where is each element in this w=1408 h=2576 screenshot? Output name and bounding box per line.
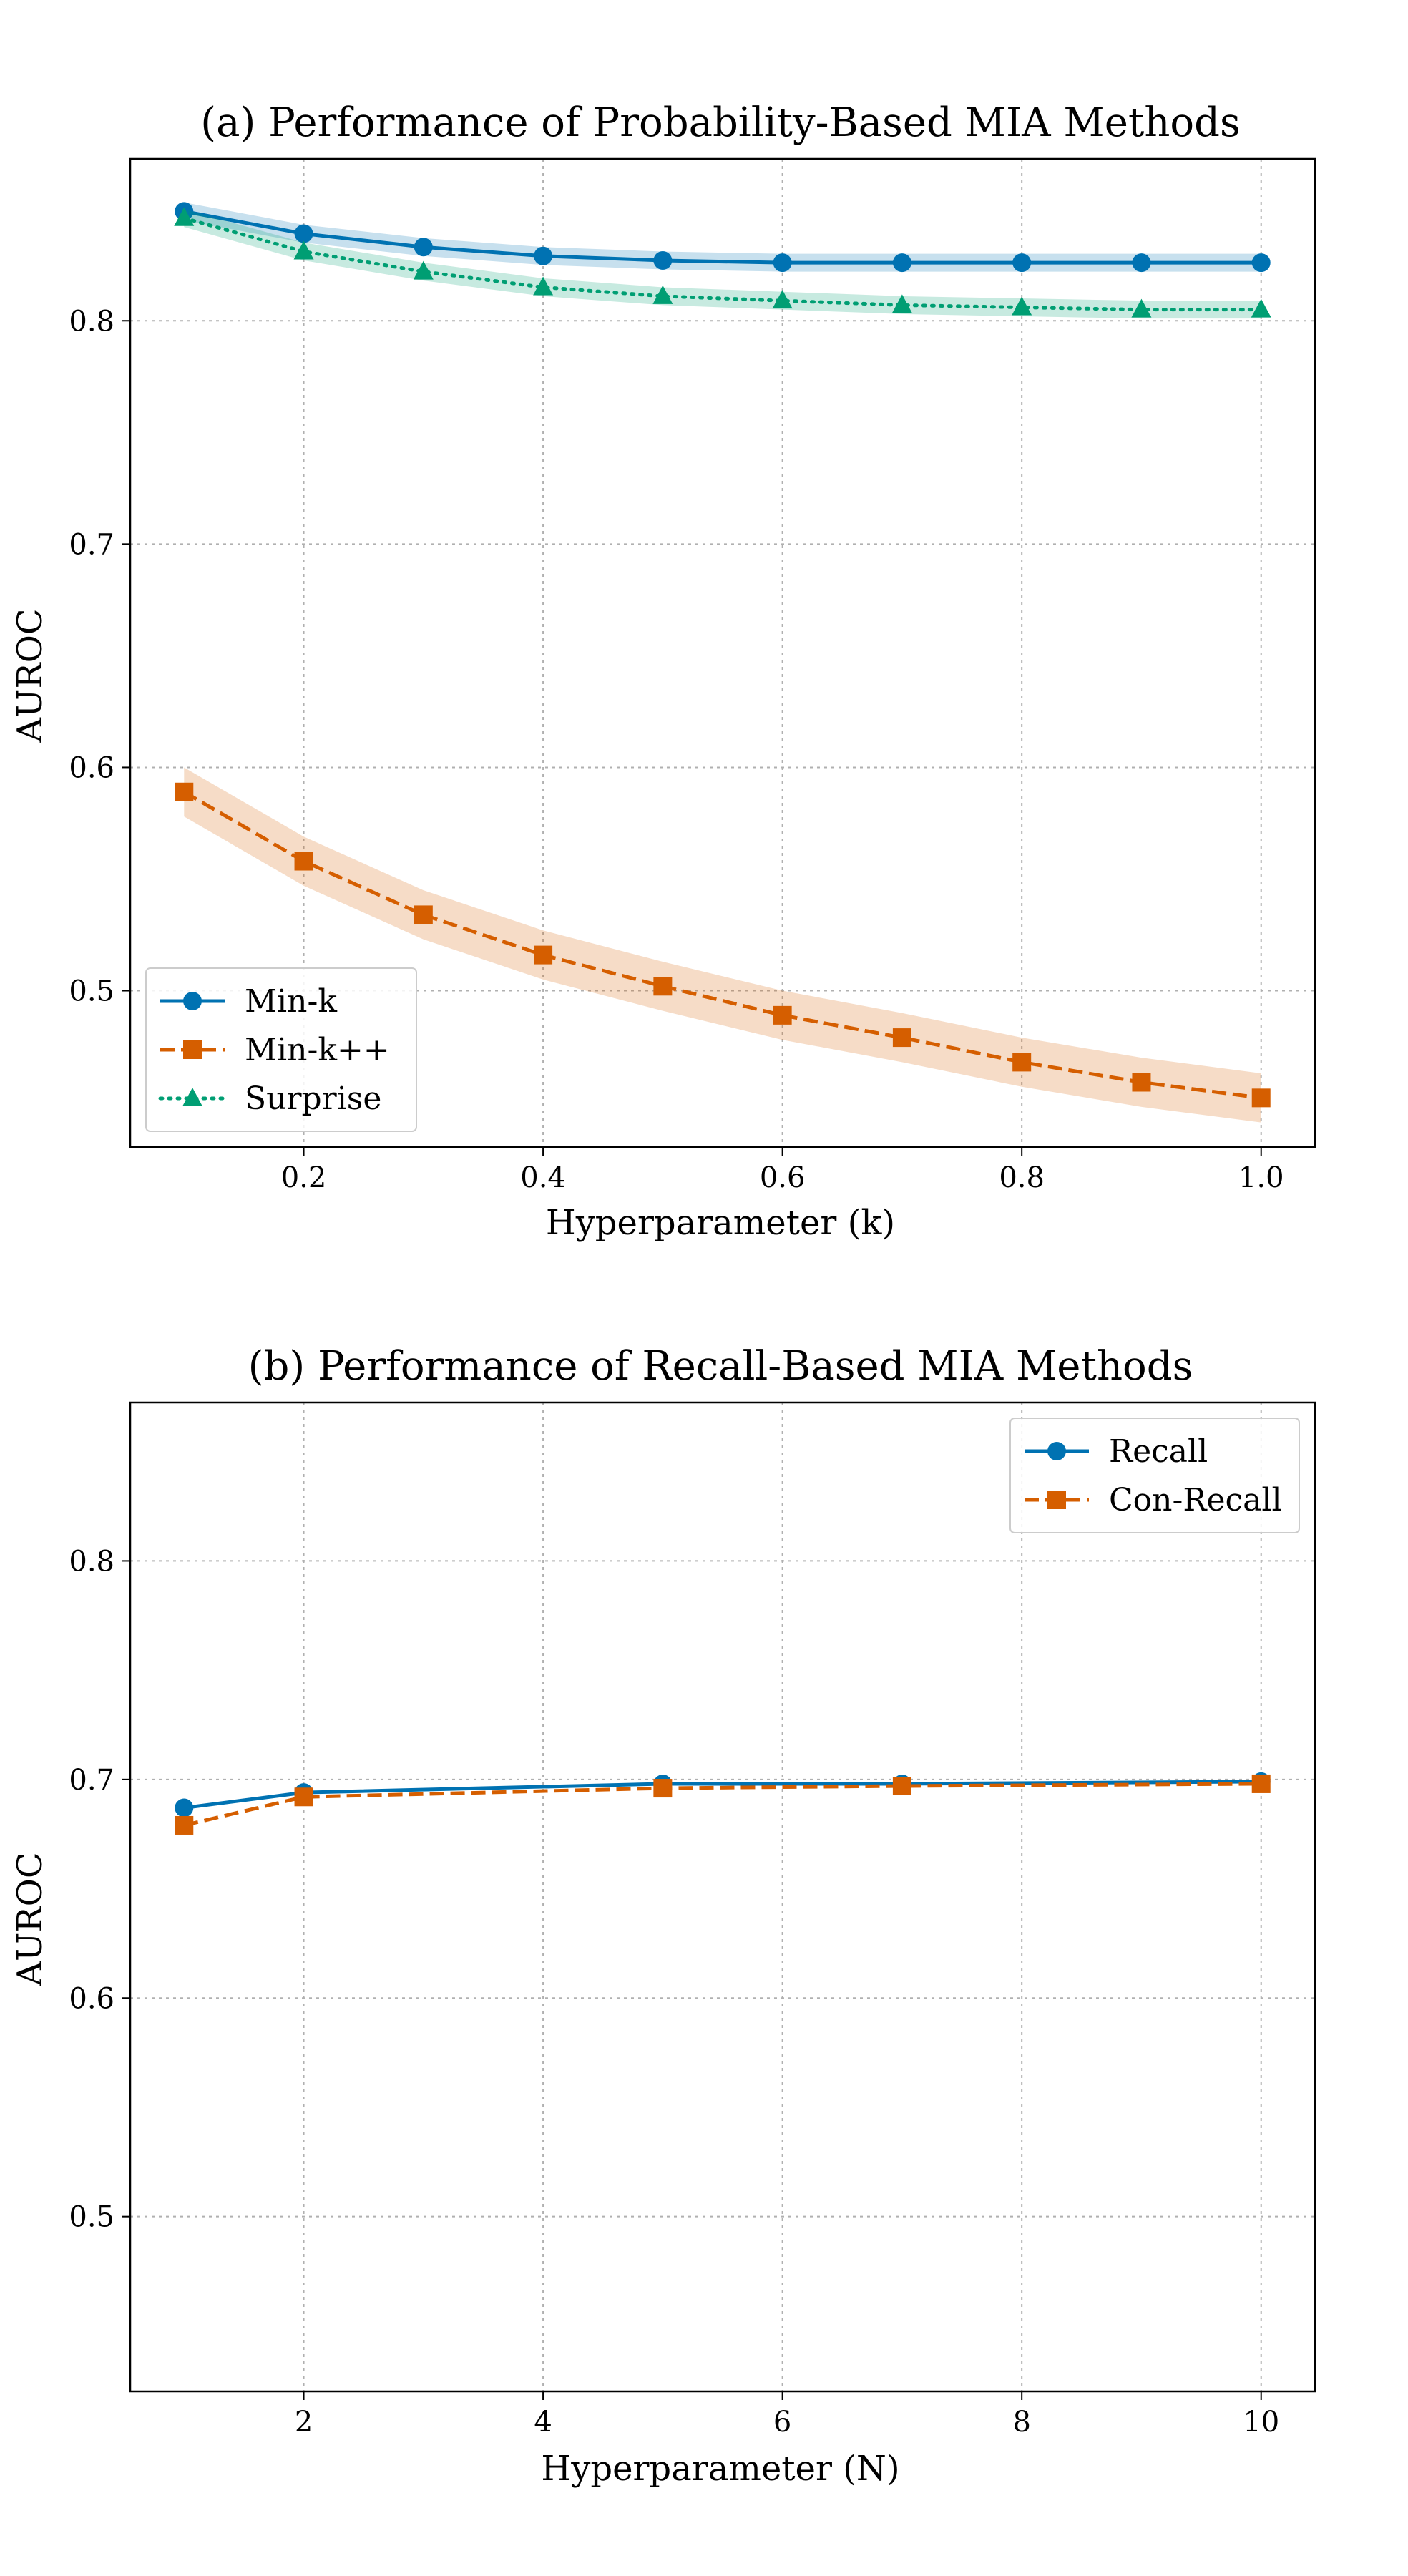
y-tick-label: 0.8: [69, 305, 114, 338]
panel-a-xlabel: Hyperparameter (k): [546, 1203, 895, 1243]
data-point: [293, 240, 314, 260]
legend: Recall Con-Recall: [1009, 1418, 1300, 1533]
data-point: [1251, 1774, 1271, 1793]
data-point: [175, 1815, 194, 1835]
legend-marker: [182, 1088, 202, 1106]
panel-a-title: (a) Performance of Probability-Based MIA…: [200, 99, 1240, 146]
data-point: [892, 1777, 911, 1796]
data-point: [1012, 1053, 1032, 1072]
y-tick-label: 0.6: [69, 751, 114, 784]
data-point: [533, 276, 554, 296]
data-point: [294, 1787, 313, 1807]
x-tick-label: 6: [773, 2406, 791, 2439]
y-tick-label: 0.6: [69, 1982, 114, 2015]
x-tick-label: 0.4: [520, 1161, 566, 1194]
panel-a-ylabel: AUROC: [10, 608, 50, 743]
x-tick-label: 10: [1243, 2406, 1279, 2439]
y-tick-label: 0.5: [69, 975, 114, 1008]
data-point: [174, 207, 195, 226]
legend-item: Min-k++: [160, 1032, 390, 1068]
y-tick-label: 0.7: [69, 528, 114, 561]
data-point: [1012, 253, 1032, 273]
data-point: [773, 253, 792, 273]
panel-b-xlabel: Hyperparameter (N): [541, 2449, 899, 2489]
data-point: [534, 246, 553, 265]
x-tick-label: 2: [295, 2406, 313, 2439]
data-point: [1132, 253, 1151, 273]
data-point: [1131, 298, 1152, 318]
series-line: [183, 790, 1262, 1100]
x-tick-label: 4: [534, 2406, 552, 2439]
data-point: [891, 294, 912, 313]
legend-label: Min-k++: [245, 1032, 390, 1068]
plot-frame: [129, 157, 1316, 1148]
legend-box: [145, 967, 417, 1132]
data-point: [294, 224, 313, 243]
data-point: [534, 945, 553, 965]
panel-b-ylabel: AUROC: [10, 1852, 50, 1986]
legend-item: Surprise: [158, 1080, 381, 1117]
legend: Min-k Min-k++ Surprise: [145, 967, 417, 1132]
data-point: [1251, 298, 1271, 318]
data-point: [652, 285, 673, 304]
confidence-band: [184, 202, 1261, 272]
series-con-recall: [175, 1774, 1271, 1835]
legend-item: Con-Recall: [1025, 1482, 1282, 1518]
data-point: [414, 905, 433, 924]
data-point: [773, 1005, 792, 1025]
legend-item: Min-k: [160, 983, 337, 1020]
panel-b-title: (b) Performance of Recall-Based MIA Meth…: [248, 1343, 1193, 1390]
data-point: [414, 238, 433, 257]
legend-box: [1009, 1418, 1300, 1533]
legend-label: Surprise: [245, 1080, 381, 1117]
y-tick-label: 0.8: [69, 1545, 114, 1578]
confidence-band: [184, 767, 1261, 1123]
x-tick-label: 8: [1012, 2406, 1030, 2439]
confidence-band: [184, 209, 1261, 319]
data-point: [892, 1028, 911, 1048]
legend-marker: [1047, 1491, 1066, 1509]
data-point: [653, 1779, 673, 1798]
data-point: [1132, 1073, 1151, 1092]
data-point: [1012, 296, 1032, 316]
data-point: [1251, 253, 1271, 273]
plot-frame: [129, 1401, 1316, 2393]
data-point: [294, 852, 313, 871]
panel-b: (b) Performance of Recall-Based MIA Meth…: [10, 1343, 1316, 2489]
axes: 2 4 6 8 10 0.5 0.6 0.7 0.8: [69, 1545, 1279, 2439]
data-point: [772, 290, 793, 309]
legend-marker: [183, 992, 202, 1010]
series-surprise: [174, 207, 1271, 319]
legend-label: Min-k: [245, 983, 337, 1020]
x-tick-label: 0.8: [999, 1161, 1045, 1194]
x-tick-label: 1.0: [1238, 1161, 1284, 1194]
legend-marker: [1047, 1442, 1066, 1460]
x-tick-label: 0.6: [760, 1161, 806, 1194]
data-point: [413, 260, 434, 280]
data-point: [175, 782, 194, 801]
panel-a: (a) Performance of Probability-Based MIA…: [10, 99, 1316, 1243]
data-point: [175, 1798, 194, 1818]
y-tick-label: 0.5: [69, 2201, 114, 2234]
series-min-k-: [175, 767, 1271, 1123]
legend-marker: [183, 1040, 202, 1059]
legend-label: Recall: [1109, 1433, 1208, 1470]
x-tick-label: 0.2: [281, 1161, 327, 1194]
data-point: [892, 253, 911, 273]
series-line: [182, 216, 1263, 312]
legend-label: Con-Recall: [1109, 1482, 1282, 1518]
gridlines: [130, 1402, 1315, 2391]
axes: 0.2 0.4 0.6 0.8 1.0 0.5 0.6 0.7 0.8: [69, 305, 1284, 1194]
y-tick-label: 0.7: [69, 1764, 114, 1797]
series-min-k: [175, 202, 1271, 273]
data-point: [653, 977, 673, 996]
series-line: [183, 209, 1261, 265]
data-point: [653, 251, 673, 270]
legend-item: Recall: [1025, 1433, 1208, 1470]
data-point: [1251, 1088, 1271, 1108]
